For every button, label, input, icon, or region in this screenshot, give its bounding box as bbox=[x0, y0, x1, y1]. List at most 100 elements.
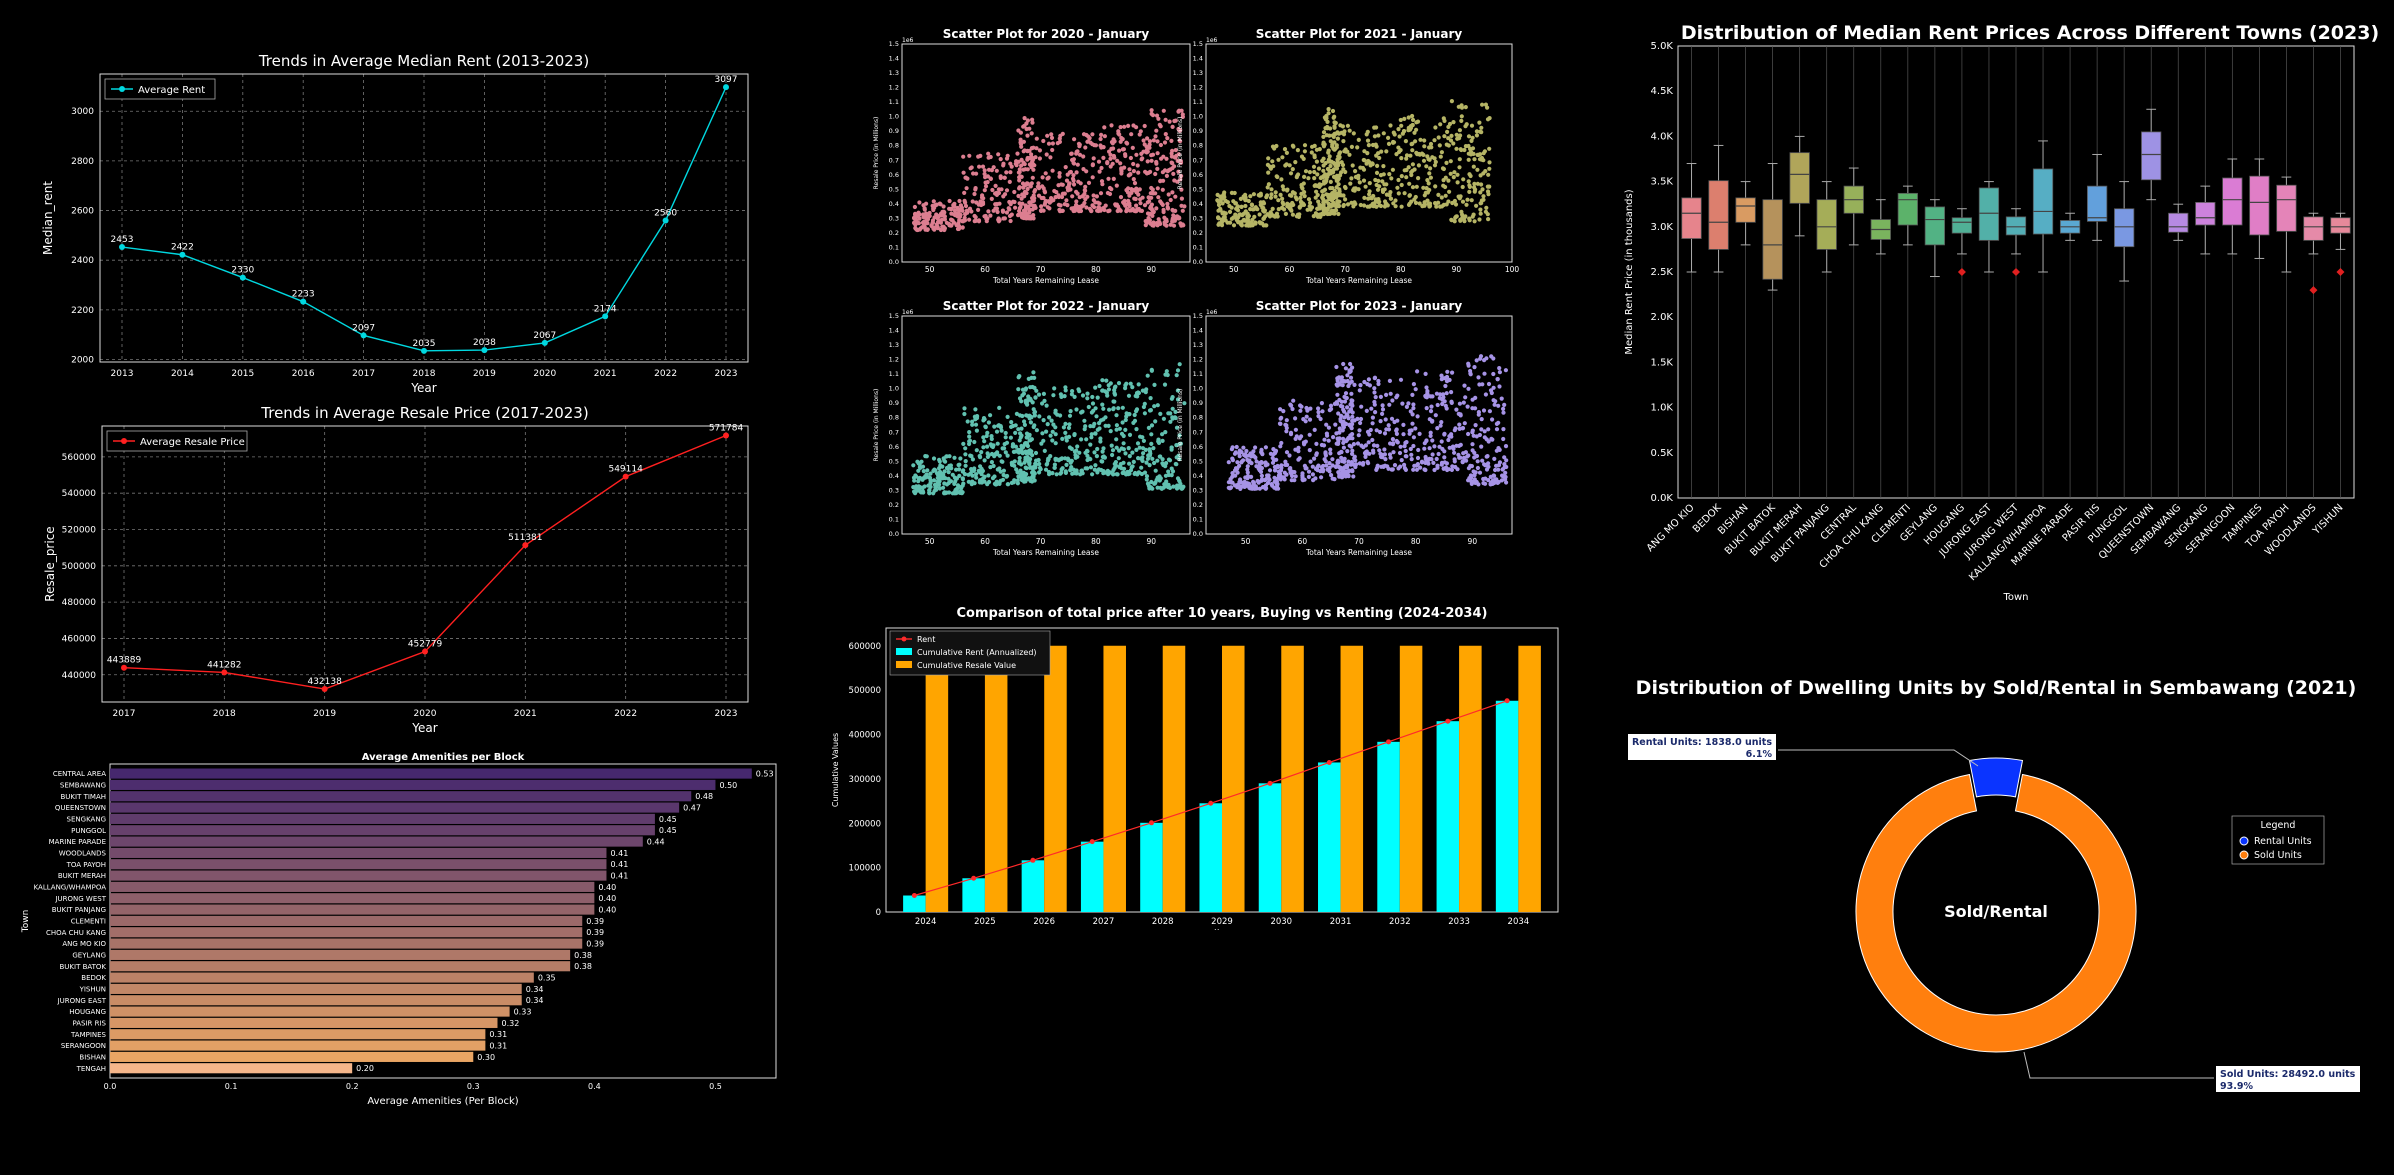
scatter-point bbox=[1358, 416, 1364, 422]
buy-vs-rent-chart: Comparison of total price after 10 years… bbox=[826, 600, 1566, 936]
scatter-point bbox=[1377, 184, 1382, 189]
scatter-point bbox=[1302, 477, 1307, 482]
scatter-point bbox=[963, 446, 968, 451]
scatter-point bbox=[1293, 436, 1298, 441]
scatter-point bbox=[1417, 201, 1422, 206]
scatter-point bbox=[1270, 159, 1275, 164]
scatter-point bbox=[1501, 436, 1506, 442]
category-label: TOA PAYOH bbox=[66, 861, 106, 869]
scatter-point bbox=[1029, 165, 1034, 170]
scatter-point bbox=[1166, 192, 1171, 197]
scatter-point bbox=[1034, 388, 1039, 393]
scatter-point bbox=[1321, 140, 1326, 145]
scatter-point bbox=[1132, 412, 1137, 418]
scatter-point bbox=[1442, 432, 1447, 437]
scatter-point bbox=[1063, 430, 1068, 435]
scatter-point bbox=[994, 168, 999, 173]
scatter-point bbox=[1340, 383, 1345, 388]
scatter-point bbox=[981, 416, 987, 421]
scatter-point bbox=[1111, 472, 1116, 477]
scatter-point bbox=[1324, 192, 1329, 197]
scatter-point bbox=[1123, 386, 1128, 391]
scatter-point bbox=[1403, 454, 1408, 459]
scatter-point bbox=[1435, 402, 1440, 408]
scatter-point bbox=[1496, 479, 1501, 485]
scatter-point bbox=[1345, 449, 1350, 454]
data-label: 2233 bbox=[292, 290, 315, 300]
scatter-point bbox=[1147, 142, 1152, 147]
scatter-point bbox=[1433, 201, 1439, 206]
rent-point bbox=[1326, 759, 1332, 765]
scatter-point bbox=[1367, 181, 1372, 186]
scatter-point bbox=[1308, 200, 1313, 205]
scatter-points bbox=[912, 108, 1187, 233]
scatter-point bbox=[967, 430, 972, 435]
scatter-point bbox=[1471, 469, 1476, 474]
scatter-point bbox=[1081, 154, 1086, 159]
scatter-point bbox=[1438, 122, 1443, 127]
scatter-point bbox=[1105, 160, 1110, 165]
scatter-point bbox=[1127, 461, 1132, 466]
scatter-point bbox=[1024, 126, 1029, 132]
category-label: BUKIT MERAH bbox=[58, 872, 106, 880]
scatter-point bbox=[1312, 169, 1317, 175]
scatter-point bbox=[1175, 397, 1181, 402]
y-tick-label: 480000 bbox=[62, 598, 97, 608]
scatter-point bbox=[1341, 139, 1346, 144]
scatter-point bbox=[1158, 221, 1163, 226]
scatter-point bbox=[1406, 125, 1411, 130]
scatter-point bbox=[1416, 447, 1421, 453]
scatter-point bbox=[1382, 452, 1387, 457]
scatter-point bbox=[1215, 192, 1220, 197]
scatter-point bbox=[1325, 124, 1330, 130]
rent-bar bbox=[962, 878, 985, 912]
scatter-point bbox=[1003, 430, 1008, 436]
scatter-point bbox=[1170, 190, 1175, 195]
dwelling-donut-svg: Distribution of Dwelling Units by Sold/R… bbox=[1628, 677, 2360, 1092]
scatter-point bbox=[912, 216, 917, 221]
scatter-point bbox=[1280, 200, 1285, 205]
scatter-point bbox=[1301, 202, 1307, 207]
scatter-point bbox=[1021, 471, 1026, 476]
scatter-point bbox=[1297, 436, 1302, 441]
scatter-point bbox=[1341, 193, 1346, 198]
scatter-point bbox=[1173, 155, 1178, 160]
scatter-point bbox=[1333, 146, 1338, 151]
scatter-point bbox=[1275, 465, 1280, 470]
scatter-point bbox=[1496, 463, 1502, 468]
scatter-point bbox=[1399, 458, 1404, 463]
scatter-point bbox=[1017, 178, 1022, 183]
scatter-point bbox=[1019, 447, 1024, 452]
y-tick-label: 0 bbox=[876, 908, 881, 918]
scatter-point bbox=[985, 454, 990, 459]
y-tick-label: 0.3 bbox=[1193, 486, 1203, 494]
rent-boxplot-svg: Distribution of Median Rent Prices Acros… bbox=[1624, 22, 2379, 603]
scatter-point bbox=[960, 225, 965, 230]
scatter-point bbox=[1402, 116, 1407, 121]
scatter-point bbox=[1343, 185, 1348, 191]
scatter-point bbox=[1049, 135, 1055, 140]
scatter-point bbox=[1422, 138, 1427, 143]
scatter-point bbox=[1031, 470, 1036, 475]
annotation-box bbox=[2216, 1066, 2360, 1092]
scatter-point bbox=[1396, 145, 1401, 150]
scatter-point bbox=[1149, 111, 1154, 116]
scatter-point bbox=[1101, 417, 1106, 422]
bar bbox=[110, 1029, 486, 1040]
scatter-point bbox=[1348, 181, 1353, 186]
scatter-point bbox=[1407, 431, 1412, 436]
scatter-point bbox=[1339, 379, 1345, 384]
y-tick-label: 0.9 bbox=[1193, 399, 1203, 407]
scatter-point bbox=[1133, 196, 1138, 202]
scatter-point bbox=[1420, 204, 1425, 209]
scatter-point bbox=[1028, 457, 1033, 462]
scatter-point bbox=[1063, 165, 1068, 170]
scatter-point bbox=[1117, 207, 1122, 212]
legend-label: Average Rent bbox=[138, 85, 205, 96]
scatter-point bbox=[1142, 203, 1148, 208]
y-tick-label: 3.5K bbox=[1651, 177, 1674, 188]
box bbox=[1951, 217, 1973, 234]
scatter-point bbox=[1293, 447, 1298, 452]
scatter-point bbox=[1341, 425, 1346, 430]
scatter-point bbox=[1467, 189, 1472, 194]
